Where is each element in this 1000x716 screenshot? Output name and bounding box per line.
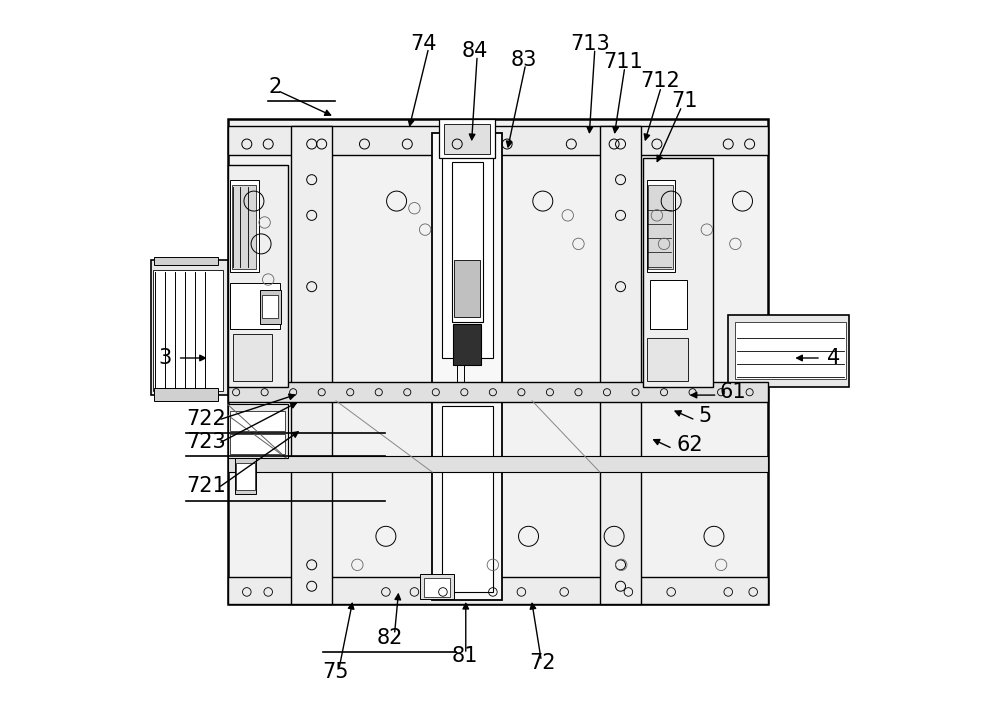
Bar xyxy=(650,279,687,329)
Text: 83: 83 xyxy=(510,50,537,70)
Bar xyxy=(228,405,288,458)
Bar xyxy=(728,315,849,387)
Text: 712: 712 xyxy=(641,72,680,91)
Text: 74: 74 xyxy=(410,34,437,54)
Text: 71: 71 xyxy=(671,91,697,111)
Text: 5: 5 xyxy=(698,407,712,427)
Bar xyxy=(230,283,280,329)
Bar xyxy=(735,322,846,379)
Text: 722: 722 xyxy=(186,409,226,429)
Bar xyxy=(453,324,481,365)
Text: 84: 84 xyxy=(461,42,488,62)
Bar xyxy=(230,435,285,454)
Bar xyxy=(643,158,713,387)
Bar xyxy=(444,124,490,154)
Bar xyxy=(154,388,218,401)
Text: 82: 82 xyxy=(376,628,403,647)
Bar xyxy=(648,185,673,268)
Bar xyxy=(154,257,218,266)
Bar xyxy=(260,289,281,324)
Bar xyxy=(228,577,768,604)
Text: 711: 711 xyxy=(603,52,643,72)
Bar xyxy=(442,151,493,358)
Bar xyxy=(291,126,332,604)
Text: 713: 713 xyxy=(571,34,610,54)
Bar xyxy=(647,180,675,272)
Bar xyxy=(439,119,495,158)
Bar xyxy=(151,260,228,395)
Bar xyxy=(442,407,493,592)
Text: 62: 62 xyxy=(677,435,704,455)
Text: 81: 81 xyxy=(451,646,478,666)
Bar xyxy=(228,456,768,472)
Bar xyxy=(228,165,288,387)
Bar xyxy=(228,126,768,155)
Bar xyxy=(153,269,223,391)
Bar xyxy=(236,463,255,490)
Bar xyxy=(235,458,256,493)
Text: 72: 72 xyxy=(530,653,556,673)
Bar xyxy=(228,119,768,604)
Text: 4: 4 xyxy=(827,348,840,368)
Bar xyxy=(452,162,483,322)
Bar xyxy=(454,260,480,316)
Text: 75: 75 xyxy=(323,662,349,682)
Bar xyxy=(424,579,450,597)
Text: 3: 3 xyxy=(158,348,171,368)
Bar xyxy=(600,126,641,604)
Bar xyxy=(233,334,272,381)
Text: 721: 721 xyxy=(186,476,226,496)
Bar xyxy=(432,133,502,601)
Bar xyxy=(420,574,454,599)
Text: 61: 61 xyxy=(720,382,746,402)
Text: 2: 2 xyxy=(268,77,281,97)
Bar xyxy=(647,338,688,381)
Text: 723: 723 xyxy=(186,432,226,453)
Bar xyxy=(262,295,278,318)
Bar xyxy=(230,411,285,431)
Bar xyxy=(228,382,768,402)
Bar xyxy=(230,180,259,272)
Bar xyxy=(232,185,256,268)
